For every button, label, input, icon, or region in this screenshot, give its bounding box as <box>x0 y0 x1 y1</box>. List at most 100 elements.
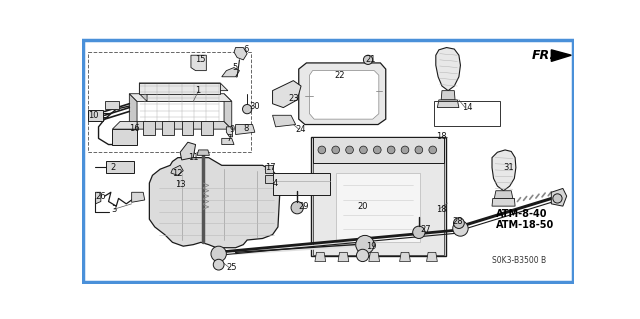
Polygon shape <box>143 122 155 135</box>
Polygon shape <box>437 100 459 108</box>
Polygon shape <box>180 142 196 160</box>
Text: 13: 13 <box>175 180 186 189</box>
Text: 4: 4 <box>273 179 278 188</box>
Text: 25: 25 <box>227 263 237 272</box>
Text: ATM-8-40: ATM-8-40 <box>496 209 547 219</box>
Text: 9: 9 <box>230 125 235 134</box>
Text: 8: 8 <box>243 124 249 133</box>
Polygon shape <box>224 94 232 129</box>
Polygon shape <box>88 110 103 122</box>
Text: 10: 10 <box>88 111 99 120</box>
Polygon shape <box>140 83 228 91</box>
Polygon shape <box>221 138 234 145</box>
Text: 5: 5 <box>232 63 238 72</box>
Circle shape <box>413 226 425 239</box>
Polygon shape <box>105 101 118 109</box>
Polygon shape <box>436 48 460 91</box>
Polygon shape <box>492 150 516 191</box>
Circle shape <box>415 146 422 154</box>
Polygon shape <box>129 94 232 101</box>
Polygon shape <box>236 124 255 135</box>
Polygon shape <box>221 68 239 77</box>
Polygon shape <box>106 161 134 173</box>
Polygon shape <box>191 55 206 70</box>
Circle shape <box>429 146 436 154</box>
Polygon shape <box>132 192 145 202</box>
Circle shape <box>553 194 562 203</box>
Polygon shape <box>312 163 444 256</box>
Circle shape <box>291 202 303 214</box>
Polygon shape <box>494 191 513 198</box>
Polygon shape <box>95 192 101 204</box>
Polygon shape <box>338 252 349 262</box>
Text: 21: 21 <box>365 55 376 64</box>
Polygon shape <box>336 173 420 242</box>
Text: ATM-18-50: ATM-18-50 <box>496 219 554 230</box>
Polygon shape <box>273 115 296 127</box>
Circle shape <box>364 55 372 64</box>
Polygon shape <box>171 165 183 175</box>
Text: 27: 27 <box>420 225 431 234</box>
Polygon shape <box>399 252 410 262</box>
Polygon shape <box>140 83 220 94</box>
Polygon shape <box>234 48 247 60</box>
Text: 16: 16 <box>129 124 140 133</box>
Polygon shape <box>551 50 572 61</box>
FancyBboxPatch shape <box>265 175 273 183</box>
Text: 3: 3 <box>111 205 116 214</box>
Polygon shape <box>129 122 232 129</box>
Circle shape <box>211 246 227 262</box>
Polygon shape <box>492 198 515 206</box>
Circle shape <box>387 146 395 154</box>
Circle shape <box>373 146 381 154</box>
Circle shape <box>318 146 326 154</box>
Polygon shape <box>315 252 326 262</box>
Text: 1: 1 <box>196 86 201 95</box>
Circle shape <box>452 221 468 236</box>
FancyBboxPatch shape <box>273 173 330 195</box>
FancyBboxPatch shape <box>265 165 273 173</box>
Text: 2: 2 <box>111 163 116 172</box>
Text: 30: 30 <box>250 101 260 111</box>
Circle shape <box>454 218 464 228</box>
Polygon shape <box>201 122 212 135</box>
Polygon shape <box>299 63 386 124</box>
Circle shape <box>243 105 252 114</box>
Circle shape <box>213 259 224 270</box>
Circle shape <box>356 249 369 262</box>
Text: S0K3-B3500 B: S0K3-B3500 B <box>492 256 546 264</box>
Polygon shape <box>551 189 566 206</box>
Text: 14: 14 <box>462 103 472 112</box>
Text: 19: 19 <box>367 242 377 251</box>
Text: 15: 15 <box>196 55 206 64</box>
Circle shape <box>332 146 340 154</box>
Polygon shape <box>113 129 137 145</box>
Text: 22: 22 <box>334 71 345 80</box>
Polygon shape <box>427 252 437 262</box>
Text: FR.: FR. <box>532 49 555 62</box>
Polygon shape <box>140 83 147 101</box>
Circle shape <box>360 146 367 154</box>
Text: 18: 18 <box>436 205 447 214</box>
Text: 18: 18 <box>436 132 447 141</box>
Circle shape <box>401 146 409 154</box>
Polygon shape <box>369 252 380 262</box>
Polygon shape <box>310 70 379 119</box>
Polygon shape <box>149 158 280 248</box>
Polygon shape <box>441 91 455 100</box>
Text: 31: 31 <box>504 163 514 172</box>
Polygon shape <box>273 81 301 108</box>
Polygon shape <box>227 127 232 137</box>
Text: 23: 23 <box>288 94 299 103</box>
Polygon shape <box>182 122 193 135</box>
Polygon shape <box>113 122 137 129</box>
Circle shape <box>346 146 353 154</box>
Circle shape <box>356 235 374 254</box>
Text: 7: 7 <box>227 134 232 143</box>
Text: 11: 11 <box>188 153 198 162</box>
Text: 24: 24 <box>296 125 306 134</box>
Polygon shape <box>129 94 137 129</box>
Text: 20: 20 <box>357 202 368 211</box>
Text: 26: 26 <box>95 192 106 201</box>
Polygon shape <box>312 137 444 163</box>
